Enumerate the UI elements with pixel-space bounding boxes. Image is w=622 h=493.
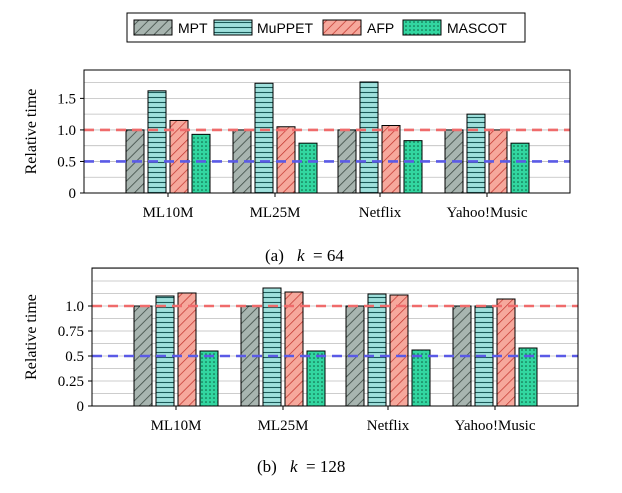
bar-afp-yahoo-music: [496, 298, 516, 407]
caption-a-k: k: [297, 246, 305, 265]
plot-frame: [91, 267, 579, 407]
x-tick-label-yahoo-music: Yahoo!Music: [455, 418, 536, 434]
bar-afp-ml10m: [169, 119, 189, 194]
legend-swatch-afp: [322, 19, 362, 36]
bar-afp-ml25m: [276, 126, 296, 194]
bar-muppet-ml25m: [254, 82, 274, 194]
bar-afp-netflix: [389, 294, 409, 407]
legend-swatch-mpt: [133, 19, 173, 36]
legend-label-afp: AFP: [367, 20, 394, 36]
legend-entry-afp: AFP: [322, 19, 394, 36]
x-tick-label-ml25m: ML25M: [258, 418, 309, 434]
legend-entry-mascot: MASCOT: [402, 19, 507, 36]
y-tick-label: 1.0: [57, 123, 76, 139]
bar-muppet-netflix: [367, 293, 387, 407]
legend-swatch-mascot: [402, 19, 442, 36]
legend-entry-muppet: MuPPET: [213, 19, 313, 36]
chart-panel-a: ML10M ML25M Netflix Yahoo!Music 0 0.5 1.0 1.5 Re…: [23, 69, 571, 221]
x-tick-label-netflix: Netflix: [367, 418, 410, 434]
bar-muppet-ml10m: [147, 90, 167, 194]
x-tick-label-ml25m: ML25M: [250, 205, 301, 221]
bar-muppet-yahoo-music: [466, 113, 486, 194]
x-tick-label-yahoo-music: Yahoo!Music: [447, 205, 528, 221]
x-tick-label-ml10m: ML10M: [143, 205, 194, 221]
y-tick-label: 0: [77, 399, 85, 415]
legend-label-mascot: MASCOT: [447, 20, 507, 36]
caption-b-k: k: [290, 457, 298, 476]
legend-label-mpt: MPT: [178, 20, 208, 36]
y-axis-label-b: Relative time: [23, 294, 40, 380]
y-tick-label: 0: [69, 186, 77, 202]
legend-swatch-muppet: [213, 19, 253, 36]
caption-b-prefix: (b): [257, 457, 277, 476]
legend: MPT MuPPET AFP MASCOT: [126, 12, 526, 43]
chart-panel-b: ML10M ML25M Netflix Yahoo!Music 0 0.25 0.5 0.75…: [23, 267, 579, 434]
bar-afp-ml10m: [177, 292, 197, 407]
y-tick-label: 0.5: [65, 349, 84, 365]
y-tick-label: 0.75: [58, 324, 84, 340]
bar-afp-netflix: [381, 125, 401, 194]
bar-mascot-ml25m: [306, 350, 326, 407]
y-tick-label: 0.5: [57, 154, 76, 170]
bar-mascot-ml10m: [199, 350, 219, 407]
caption-a-prefix: (a): [265, 246, 284, 265]
y-axis-label-a: Relative time: [23, 89, 40, 175]
x-tick-label-ml10m: ML10M: [151, 418, 202, 434]
bar-mascot-netflix: [403, 140, 423, 194]
caption-b-value: = 128: [306, 457, 345, 476]
y-tick-label: 1.0: [65, 299, 84, 315]
bar-mascot-ml10m: [191, 133, 211, 194]
x-tick-label-netflix: Netflix: [359, 205, 402, 221]
bar-mascot-netflix: [411, 349, 431, 407]
caption-a-value: = 64: [313, 246, 344, 265]
bar-mascot-ml25m: [298, 142, 318, 194]
legend-label-muppet: MuPPET: [257, 20, 313, 36]
bar-mascot-yahoo-music: [510, 142, 530, 194]
bar-afp-ml25m: [284, 291, 304, 407]
y-tick-label: 1.5: [57, 91, 76, 107]
plot-frame: [83, 69, 571, 194]
y-tick-label: 0.25: [58, 374, 84, 390]
bar-muppet-netflix: [359, 81, 379, 194]
bar-muppet-ml10m: [155, 295, 175, 407]
legend-entry-mpt: MPT: [133, 19, 208, 36]
